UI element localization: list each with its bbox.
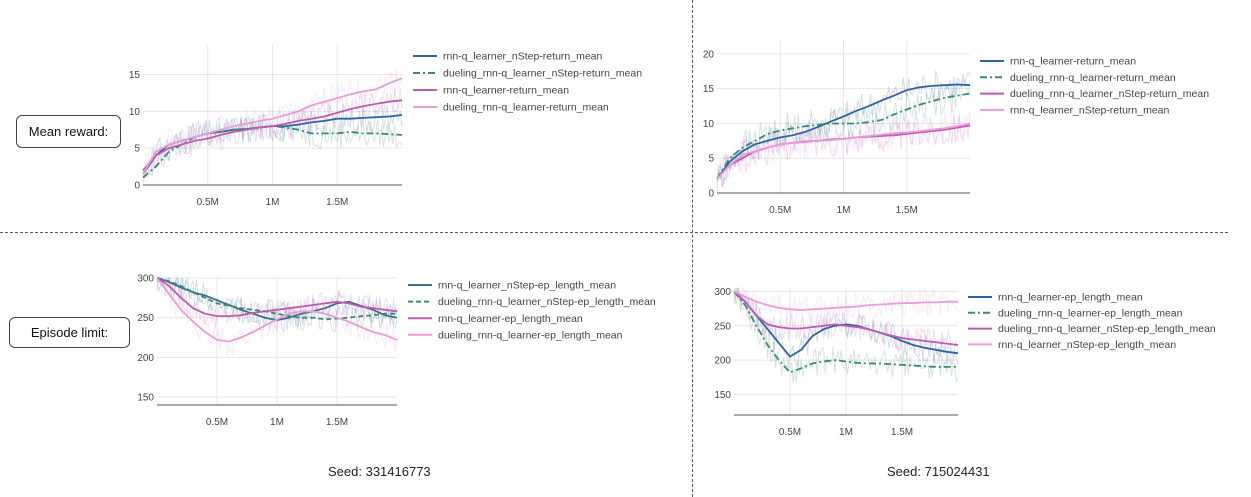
y-tick-label: 150 bbox=[137, 393, 154, 404]
legend-entry: rnn-q_learner_nStep-ep_length_mean bbox=[998, 339, 1176, 351]
series-line-4 bbox=[716, 122, 971, 180]
x-tick-label: 1.5M bbox=[326, 197, 348, 208]
y-tick-label: 10 bbox=[129, 107, 141, 118]
x-tick-label: 0.5M bbox=[779, 427, 801, 438]
y-tick-label: 250 bbox=[714, 321, 731, 332]
series-noise-trace bbox=[142, 88, 403, 186]
legend-entry: dueling_rnn-q_learner_nStep-ep_length_me… bbox=[438, 296, 656, 308]
x-tick-label: 1M bbox=[266, 197, 280, 208]
series-noise-trace bbox=[142, 104, 403, 178]
y-tick-label: 20 bbox=[703, 49, 715, 60]
horizontal-divider bbox=[0, 232, 1228, 233]
x-tick-label: 0.5M bbox=[769, 205, 791, 216]
legend-entry: rnn-q_learner-ep_length_mean bbox=[438, 313, 583, 325]
series-noise-trace bbox=[733, 287, 959, 383]
legend-entry: dueling_rnn-q_learner-return_mean bbox=[1010, 72, 1176, 84]
series-line-4 bbox=[156, 277, 398, 343]
series-line-1 bbox=[733, 290, 959, 358]
x-tick-label: 1.5M bbox=[896, 205, 918, 216]
series-line-3 bbox=[156, 277, 398, 317]
y-tick-label: 5 bbox=[134, 144, 140, 155]
y-tick-label: 15 bbox=[129, 70, 141, 81]
x-tick-label: 0.5M bbox=[206, 417, 228, 428]
y-tick-label: 150 bbox=[714, 390, 731, 401]
series-noise-trace bbox=[156, 277, 398, 333]
legend-entry: rnn-q_learner-return_mean bbox=[1010, 56, 1136, 68]
series-noise-trace bbox=[733, 286, 959, 324]
series-noise-trace bbox=[716, 70, 971, 192]
series-line-2 bbox=[156, 277, 397, 321]
y-tick-label: 200 bbox=[714, 356, 731, 367]
series-line-2 bbox=[716, 92, 971, 180]
series-line-3 bbox=[733, 290, 959, 346]
series-line-3 bbox=[142, 99, 403, 171]
legend-entry: rnn-q_learner_nStep-return_mean bbox=[1010, 105, 1170, 117]
y-tick-label: 300 bbox=[137, 274, 154, 285]
episode-limit-label: Episode limit: bbox=[9, 317, 130, 348]
y-tick-label: 200 bbox=[137, 353, 154, 364]
series-line-2 bbox=[733, 290, 958, 374]
y-tick-label: 10 bbox=[703, 119, 715, 130]
y-tick-label: 5 bbox=[708, 154, 714, 165]
seed-right: Seed: 715024431 bbox=[887, 464, 990, 479]
y-tick-label: 300 bbox=[714, 287, 731, 298]
series-line-1 bbox=[716, 83, 971, 180]
series-noise-trace bbox=[716, 79, 971, 183]
series-noise-trace bbox=[156, 276, 398, 334]
seed-left: Seed: 331416773 bbox=[328, 464, 431, 479]
vertical-divider bbox=[692, 0, 693, 497]
legend-entry: dueling_rnn-q_learner_nStep-return_mean bbox=[1010, 88, 1209, 100]
x-tick-label: 1.5M bbox=[891, 427, 913, 438]
series-noise-trace bbox=[142, 112, 403, 178]
legend-entry: rnn-q_learner_nStep-ep_length_mean bbox=[438, 280, 616, 292]
series-noise-trace bbox=[716, 113, 971, 188]
mean-reward-label: Mean reward: bbox=[16, 115, 121, 148]
series-line-4 bbox=[733, 290, 958, 311]
y-tick-label: 0 bbox=[134, 181, 140, 192]
y-tick-label: 0 bbox=[708, 189, 714, 200]
series-noise-trace bbox=[716, 110, 971, 185]
x-tick-label: 0.5M bbox=[197, 197, 219, 208]
series-noise-trace bbox=[157, 277, 398, 356]
series-noise-trace bbox=[733, 287, 959, 358]
series-line-4 bbox=[142, 77, 403, 175]
x-tick-label: 1.5M bbox=[326, 417, 348, 428]
legend-entry: dueling_rnn-q_learner_nStep-return_mean bbox=[443, 68, 642, 80]
legend-entry: dueling_rnn-q_learner-ep_length_mean bbox=[438, 329, 623, 341]
legend-entry: rnn-q_learner-ep_length_mean bbox=[998, 292, 1143, 304]
y-tick-label: 250 bbox=[137, 313, 154, 324]
x-tick-label: 1M bbox=[839, 427, 853, 438]
legend-entry: dueling_rnn-q_learner-ep_length_mean bbox=[998, 307, 1183, 319]
x-tick-label: 1M bbox=[837, 205, 851, 216]
series-noise-trace bbox=[733, 287, 959, 368]
legend-entry: rnn-q_learner_nStep-return_mean bbox=[443, 51, 603, 63]
legend-entry: dueling_rnn-q_learner-return_mean bbox=[443, 102, 609, 114]
legend-entry: dueling_rnn-q_learner_nStep-ep_length_me… bbox=[998, 323, 1216, 335]
x-tick-label: 1M bbox=[270, 417, 284, 428]
y-tick-label: 15 bbox=[703, 84, 715, 95]
legend-entry: rnn-q_learner-return_mean bbox=[443, 85, 569, 97]
